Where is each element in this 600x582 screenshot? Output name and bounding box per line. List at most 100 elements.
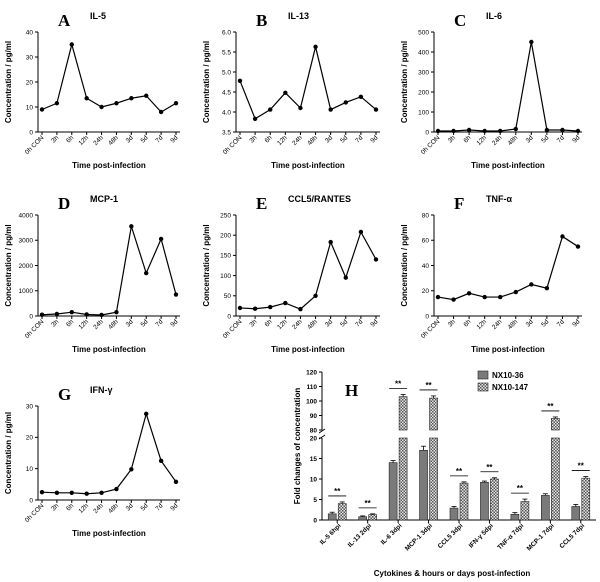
x-tick-label: 12h — [77, 318, 90, 331]
y-tick-label: 250 — [220, 212, 231, 219]
x-tick-label: 3d — [125, 502, 135, 512]
data-point — [513, 289, 518, 295]
data-point — [283, 90, 288, 96]
y-axis-title: Concentration / pg/ml — [400, 41, 409, 123]
series-line — [41, 226, 177, 316]
bar-upper — [398, 396, 408, 431]
data-point — [69, 42, 74, 47]
y-tick-label: 1000 — [19, 288, 34, 295]
x-tick-label: 3h — [50, 502, 60, 512]
data-point — [529, 282, 534, 287]
panel-title: MCP-1 — [90, 194, 118, 204]
data-point — [283, 300, 288, 306]
data-point — [114, 310, 119, 315]
x-tick-label: 3d — [525, 318, 535, 328]
data-point — [144, 411, 149, 417]
y-tick-label: 10 — [26, 466, 34, 473]
data-point — [451, 297, 456, 302]
x-tick-label: 5d — [140, 134, 150, 144]
significance-marker: ** — [517, 484, 524, 493]
data-point — [237, 305, 243, 311]
series-line — [41, 42, 177, 113]
data-point — [173, 101, 179, 106]
significance-marker: ** — [334, 487, 341, 496]
y-tick-label: 80 — [310, 427, 318, 434]
x-tick-label: 5d — [540, 318, 550, 328]
data-point — [99, 104, 104, 110]
y-tick-label: 4.5 — [222, 89, 231, 96]
bar — [551, 437, 560, 521]
bar — [358, 516, 367, 521]
x-tick-label: 3h — [447, 318, 457, 328]
y-tick-label: 15 — [310, 456, 318, 463]
y-tick-label: 100 — [306, 398, 317, 405]
data-point — [39, 107, 45, 112]
data-point — [575, 128, 581, 134]
y-axis-title: Concentration / pg/ml — [4, 224, 13, 306]
data-point — [84, 491, 89, 496]
panel-title: CCL5/RANTES — [288, 194, 351, 204]
bar-upper — [551, 418, 560, 431]
chart-panel-d: D MCP-1 0 1000 2000 3000 4000 0h CON 3h 6h 12h 24h 4… — [4, 194, 180, 354]
data-point — [328, 239, 333, 245]
legend-swatch — [477, 370, 489, 380]
bar — [520, 501, 530, 521]
x-tick-label: 6h — [462, 318, 472, 328]
y-tick-label: 100 — [220, 273, 231, 280]
y-tick-label: 0 — [29, 313, 33, 320]
data-point — [482, 294, 487, 300]
x-tick-label: 5d — [140, 502, 150, 512]
data-point — [144, 270, 149, 276]
data-point — [513, 126, 518, 132]
data-point — [99, 490, 104, 495]
x-tick-label: 24h — [291, 134, 304, 147]
data-point — [144, 93, 149, 98]
data-point — [252, 116, 258, 122]
series-line — [239, 230, 377, 310]
data-point — [358, 94, 364, 100]
y-tick-label: 20 — [26, 79, 34, 86]
data-point — [54, 490, 60, 495]
x-tick-label: 6h — [264, 318, 274, 328]
y-tick-label: 200 — [220, 233, 231, 240]
chart-panel-a: A IL-5 0 10 20 30 40 0h CON 3h 6h 12h 24h 48h 3d 5d 7d 9… — [4, 11, 180, 170]
x-tick-label: 9d — [169, 502, 179, 512]
x-tick-label: 3h — [248, 318, 258, 328]
significance-marker: ** — [578, 462, 585, 471]
chart-panel-f: F TNF-α 0 20 40 60 80 0h CON 3h 6h 12h 24h 48h 3d 5d 7d… — [400, 194, 582, 354]
data-point — [69, 310, 74, 315]
x-axis-title: Time post-infection — [271, 161, 345, 170]
y-tick-label: 0 — [227, 313, 231, 320]
x-tick-label: 3d — [125, 134, 135, 144]
bar — [490, 478, 499, 521]
bar-upper — [429, 397, 438, 431]
x-tick-label: 48h — [107, 134, 120, 147]
x-tick-label: 0h CON — [420, 134, 442, 156]
significance-marker: ** — [425, 381, 432, 390]
bar — [449, 507, 459, 521]
x-tick-label: 24h — [491, 134, 504, 147]
y-tick-label: 300 — [418, 69, 429, 76]
panel-letter: D — [58, 194, 70, 213]
x-tick-label: 7d — [354, 318, 364, 328]
y-tick-label: 0 — [29, 129, 33, 136]
x-tick-label: 5d — [140, 318, 150, 328]
data-point — [466, 291, 472, 296]
data-point — [575, 244, 581, 249]
data-point — [482, 128, 487, 134]
x-tick-label: 3h — [447, 134, 457, 144]
data-point — [173, 292, 179, 297]
data-point — [313, 44, 318, 49]
x-tick-label: 12h — [276, 318, 289, 331]
x-tick-label: 7d — [154, 318, 164, 328]
x-tick-label: 12h — [475, 318, 488, 331]
y-axis-title: Fold changes of concentration — [293, 388, 302, 505]
x-tick-label: 5d — [339, 318, 349, 328]
x-tick-label: 48h — [306, 134, 319, 147]
data-point — [39, 312, 45, 317]
panel-title: IFN-γ — [90, 385, 113, 395]
bar — [541, 495, 550, 521]
x-tick-label: 0h CON — [420, 318, 442, 340]
x-tick-label: 0h CON — [24, 502, 46, 524]
data-point — [298, 306, 303, 312]
